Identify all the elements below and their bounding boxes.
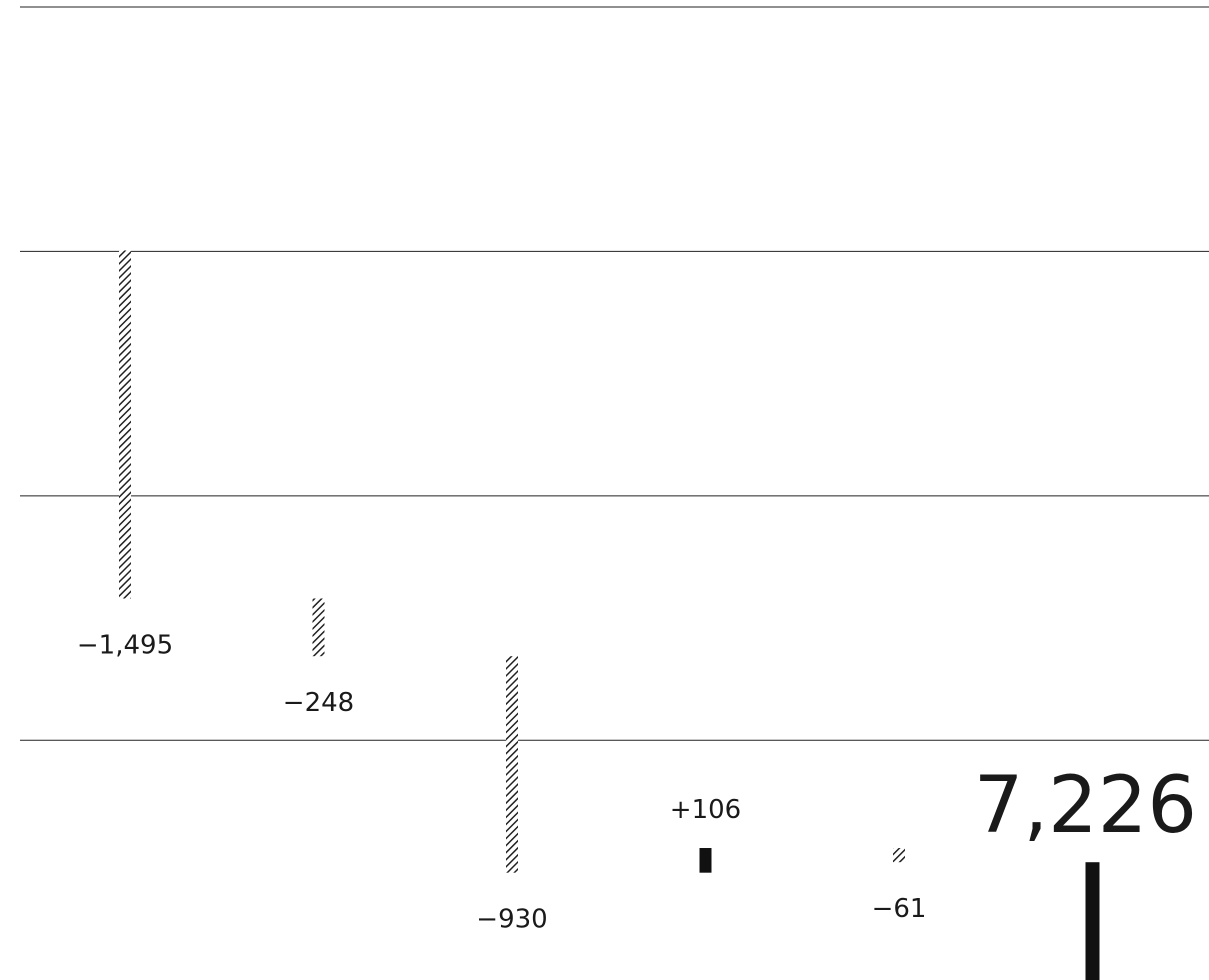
decrease-bar [893, 848, 905, 863]
total-bar [1085, 862, 1100, 980]
decrease-bar [119, 250, 131, 599]
value-label: −248 [283, 688, 354, 718]
value-label: −930 [476, 905, 547, 935]
increase-bar [699, 848, 712, 873]
value-label: +106 [670, 795, 741, 825]
decrease-bar [312, 598, 325, 657]
total-label: 7,226 [974, 761, 1197, 851]
value-label: −61 [872, 894, 927, 924]
value-label: −1,495 [77, 630, 173, 660]
decrease-bar [506, 656, 518, 873]
